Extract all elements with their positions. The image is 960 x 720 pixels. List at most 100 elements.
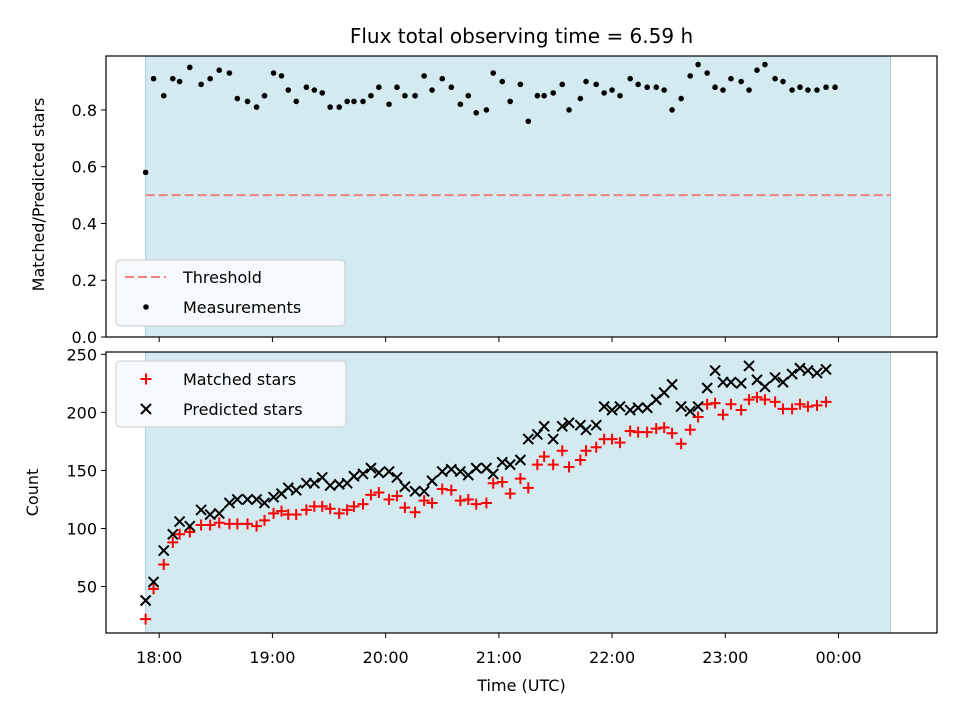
measurement-point	[617, 92, 623, 99]
predicted-star-marker	[454, 465, 467, 478]
predicted-star-marker	[811, 367, 823, 379]
matched-star-marker	[158, 558, 170, 570]
matched-star-marker	[606, 433, 618, 445]
count-panel: 50 100 150 200 250 18:00 19:00 20:00 21:00 22:00 2…	[23, 345, 938, 695]
matched-star-marker	[480, 497, 492, 509]
matched-star-marker	[531, 459, 543, 471]
matched-star-marker	[496, 476, 508, 488]
matched-star-marker	[658, 421, 670, 433]
measurement-point	[207, 75, 213, 82]
predicted-star-marker	[684, 405, 696, 417]
measurement-point	[695, 61, 701, 68]
matched-star-marker	[436, 483, 448, 495]
y-tick-label: 50	[77, 578, 97, 597]
matched-star-marker	[538, 451, 550, 463]
measurement-point	[421, 73, 427, 79]
legend-predicted-label: Predicted stars	[183, 400, 303, 419]
matched-star-marker	[454, 495, 466, 507]
y-tick-label: 250	[66, 345, 97, 364]
measurement-point	[439, 75, 446, 82]
matched-star-marker	[418, 495, 430, 507]
predicted-star-marker	[769, 371, 781, 384]
predicted-star-marker	[786, 368, 798, 380]
measurement-point	[738, 78, 744, 85]
matched-star-marker	[692, 411, 704, 423]
measurement-point	[412, 92, 418, 99]
matched-star-marker	[641, 426, 653, 438]
matched-star-marker	[365, 489, 377, 501]
measurement-point	[627, 75, 633, 82]
matched-star-marker	[802, 401, 814, 413]
legend-predicted-swatch	[140, 403, 152, 415]
measurement-point	[261, 92, 268, 99]
matched-star-marker	[769, 396, 781, 408]
predicted-star-marker	[743, 360, 755, 372]
measurement-point	[150, 75, 157, 82]
measurement-point	[635, 81, 641, 88]
measurement-point	[789, 87, 795, 93]
predicted-star-marker	[223, 497, 236, 509]
matched-star-marker	[820, 396, 832, 408]
measurement-point	[483, 107, 490, 113]
x-tick-label: 18:00	[136, 648, 182, 667]
measurement-point	[226, 70, 233, 76]
matched-star-marker	[259, 514, 271, 526]
measurement-point	[762, 61, 768, 68]
y-axis-label-bottom: Count	[23, 469, 42, 517]
predicted-star-marker	[204, 508, 216, 521]
predicted-star-marker	[624, 404, 636, 416]
y-axis-label-top: Matched/Predicted stars	[29, 98, 48, 292]
matched-star-marker	[786, 403, 798, 415]
predicted-star-marker	[666, 378, 678, 391]
predicted-star-marker	[158, 544, 170, 557]
matched-star-marker	[140, 613, 152, 625]
measurement-point	[687, 73, 693, 79]
predicted-star-marker	[348, 470, 360, 482]
predicted-star-marker	[324, 479, 336, 492]
measurement-point	[728, 75, 734, 82]
measurement-point	[394, 84, 400, 91]
matched-ratio-panel: 0.0 0.2 0.4 0.6 0.8 Flux total observing time…	[29, 24, 938, 347]
measurement-point	[465, 92, 472, 99]
measurement-point	[772, 75, 778, 82]
matched-star-marker	[167, 536, 179, 548]
x-tick-label: 21:00	[476, 648, 522, 667]
matched-star-marker	[624, 425, 636, 437]
y-tick-label: 0.6	[72, 158, 97, 177]
measurement-point	[327, 104, 333, 110]
matched-star-marker	[717, 409, 729, 421]
matched-star-marker	[759, 394, 771, 406]
matched-star-marker	[251, 520, 263, 532]
matched-star-marker	[341, 504, 353, 516]
measurement-point	[704, 70, 710, 76]
measurement-point	[669, 107, 675, 113]
measurement-point	[490, 70, 496, 76]
measurement-point	[360, 98, 366, 105]
matched-star-marker	[574, 454, 586, 466]
measurement-point	[473, 109, 480, 116]
predicted-star-marker	[514, 454, 527, 466]
predicted-star-marker	[365, 462, 377, 474]
predicted-star-marker	[258, 497, 271, 509]
matched-star-marker	[231, 518, 243, 530]
matched-star-marker	[556, 445, 568, 457]
measurement-point	[176, 78, 183, 85]
matched-star-marker	[275, 505, 287, 517]
predicted-star-marker	[563, 417, 575, 429]
measurement-point	[448, 84, 455, 91]
bottom-axes-frame	[105, 351, 938, 634]
predicted-star-marker	[632, 402, 644, 414]
measurement-point	[376, 84, 382, 91]
measurement-point	[278, 73, 285, 79]
predicted-star-marker	[139, 594, 152, 607]
measurement-point	[601, 90, 607, 96]
predicted-star-marker	[692, 400, 704, 413]
measurement-point	[457, 101, 464, 108]
y-tick-label: 100	[66, 519, 97, 538]
predicted-star-marker	[802, 364, 814, 377]
predicted-star-marker	[759, 381, 771, 393]
measurement-point	[780, 78, 786, 85]
matched-star-marker	[470, 498, 482, 510]
predicted-star-marker	[504, 458, 516, 471]
top-axes-frame	[105, 55, 938, 338]
